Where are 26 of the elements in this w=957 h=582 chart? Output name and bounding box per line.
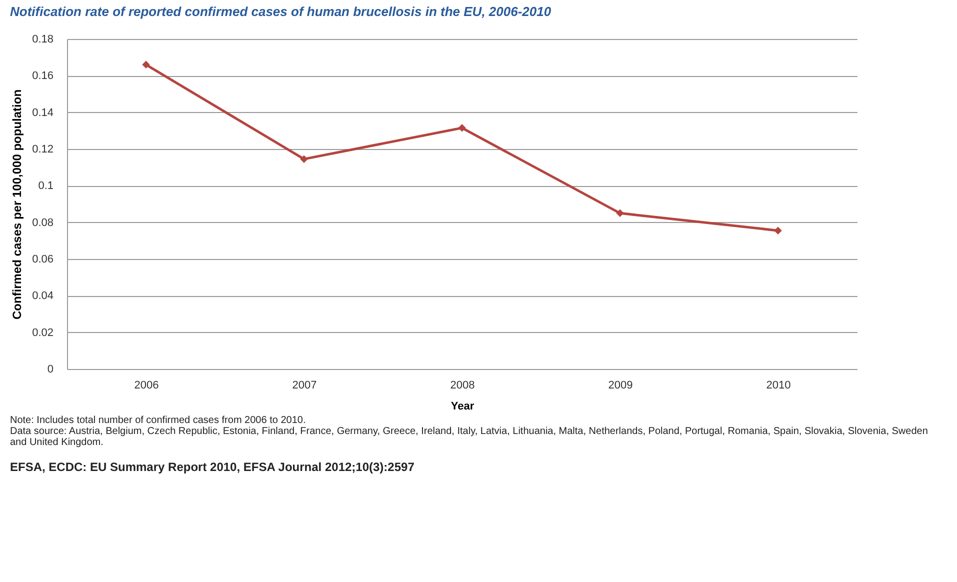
text: Note: Includes total number of confirmed cases from 2006 to 2010. — [10, 415, 307, 426]
source-note: Data source: Austria, Belgium, Czech Republic, Estonia, Finland, France, Germany, Greece, Ireland, Italy, Latvia, Lithuania, Malta, Netherlands, Poland, Portugal, Romania, Spain, Slovakia, Slovenia, Sweden and United Kingdom. — [10, 426, 929, 448]
point — [142, 60, 150, 69]
y-tick-label: 0.06 — [32, 254, 54, 266]
point — [774, 226, 782, 234]
point — [458, 124, 466, 132]
y-tick-label: 0.12 — [32, 144, 54, 156]
x-tick-label: 2009 — [608, 380, 633, 392]
y-tick-label: 0.02 — [32, 326, 54, 339]
x-tick-label: 2008 — [450, 380, 475, 392]
y-tick-label: 0 — [47, 364, 54, 376]
y-axis-title: Confirmed cases per 100,000 population — [10, 89, 24, 320]
point — [616, 209, 624, 218]
y-tick-label: 0.04 — [32, 290, 54, 302]
x-tick-label: 2007 — [292, 380, 317, 392]
x-tick-label: 2010 — [766, 380, 791, 392]
x-tick-label: 2006 — [134, 380, 159, 392]
x-axis-title: Year — [450, 400, 475, 412]
y-tick-label: 0.16 — [32, 70, 54, 82]
point — [300, 155, 308, 163]
y-tick-label: 0.18 — [32, 34, 54, 46]
chart-title: Notification rate of reported confirmed cases of human brucellosis in the EU, 2006-2010 — [9, 3, 552, 19]
y-tick-label: 0.08 — [32, 216, 54, 229]
y-tick-label: 0.1 — [38, 180, 54, 192]
text: EFSA, ECDC: EU Summary Report 2010, EFSA Journal 2012;10(3):2597 — [10, 460, 416, 474]
y-tick-label: 0.14 — [32, 106, 54, 119]
